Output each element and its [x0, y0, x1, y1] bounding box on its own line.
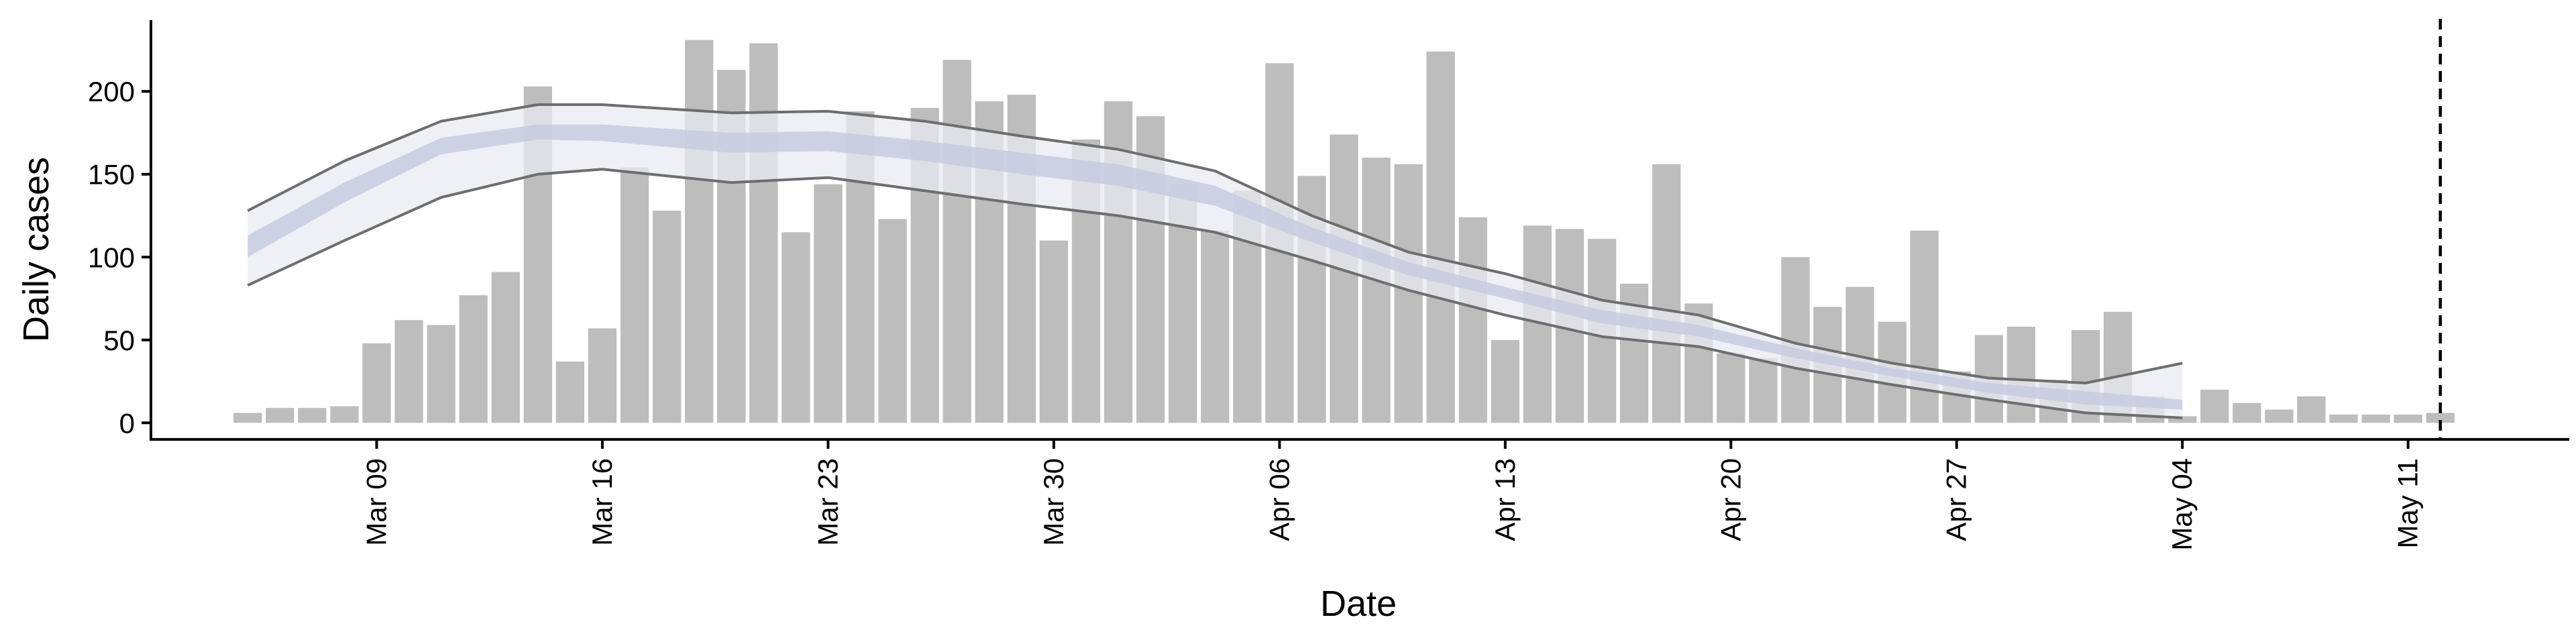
bar: [2200, 389, 2229, 423]
bar: [588, 328, 617, 423]
bar: [749, 43, 778, 423]
outer-ci-band: [248, 105, 2183, 418]
x-tick-label: Apr 20: [1715, 458, 1746, 541]
bar: [1039, 240, 1068, 423]
x-tick-label: May 04: [2166, 458, 2198, 551]
bar: [1426, 51, 1455, 423]
bar: [1749, 358, 1778, 423]
bar: [1458, 217, 1487, 423]
bar: [362, 343, 391, 423]
x-tick-label: Apr 27: [1941, 458, 1972, 541]
x-tick-label: May 11: [2392, 458, 2424, 549]
bar: [1362, 158, 1391, 423]
bar: [943, 60, 971, 423]
bar: [1330, 134, 1358, 423]
bar: [459, 295, 488, 423]
bar: [2394, 414, 2422, 423]
bar: [330, 406, 359, 423]
y-tick-label: 200: [88, 76, 135, 107]
bar: [491, 272, 520, 423]
bar: [266, 408, 294, 423]
bar: [555, 361, 584, 423]
y-axis-title: Daily cases: [16, 157, 56, 342]
bar: [2233, 402, 2261, 423]
bar: [1910, 230, 1939, 423]
bar: [394, 320, 423, 423]
x-tick-label: Mar 16: [586, 458, 618, 546]
bar: [2426, 413, 2455, 423]
bar: [298, 408, 327, 423]
bar: [878, 219, 907, 423]
bar: [233, 413, 262, 423]
y-tick-label: 0: [119, 407, 135, 439]
x-tick-label: Apr 06: [1263, 458, 1295, 541]
x-tick-label: Mar 09: [361, 458, 392, 546]
bar: [1652, 164, 1681, 423]
x-tick-label: Apr 13: [1489, 458, 1521, 541]
bar: [427, 325, 455, 423]
bar: [782, 232, 810, 423]
x-axis-title: Date: [1320, 584, 1397, 624]
bar: [2297, 396, 2326, 423]
bar: [2168, 416, 2197, 423]
y-tick-label: 150: [88, 159, 135, 191]
bar: [652, 211, 682, 423]
bar: [1491, 339, 1519, 423]
bar: [620, 167, 649, 423]
upper-bound-line: [247, 103, 2183, 385]
bar: [2006, 327, 2035, 423]
bar: [2265, 409, 2294, 423]
bands-layer: [247, 103, 2183, 419]
x-tick-label: Mar 30: [1038, 458, 1069, 546]
x-tick-label: Mar 23: [812, 458, 843, 546]
bar: [2329, 414, 2358, 423]
axes-layer: 0 50 100 150 200 Mar 09 Mar 16 Mar 23 Mar 30 Apr …: [88, 20, 2569, 551]
bar: [685, 40, 714, 423]
inner-ci-band: [248, 124, 2183, 410]
bar: [1201, 230, 1230, 423]
bar: [1717, 353, 1746, 423]
y-tick-label: 50: [103, 325, 135, 356]
y-tick-label: 100: [88, 241, 135, 273]
bar: [2361, 414, 2390, 423]
lower-bound-line: [247, 168, 2183, 419]
bar: [814, 184, 843, 423]
